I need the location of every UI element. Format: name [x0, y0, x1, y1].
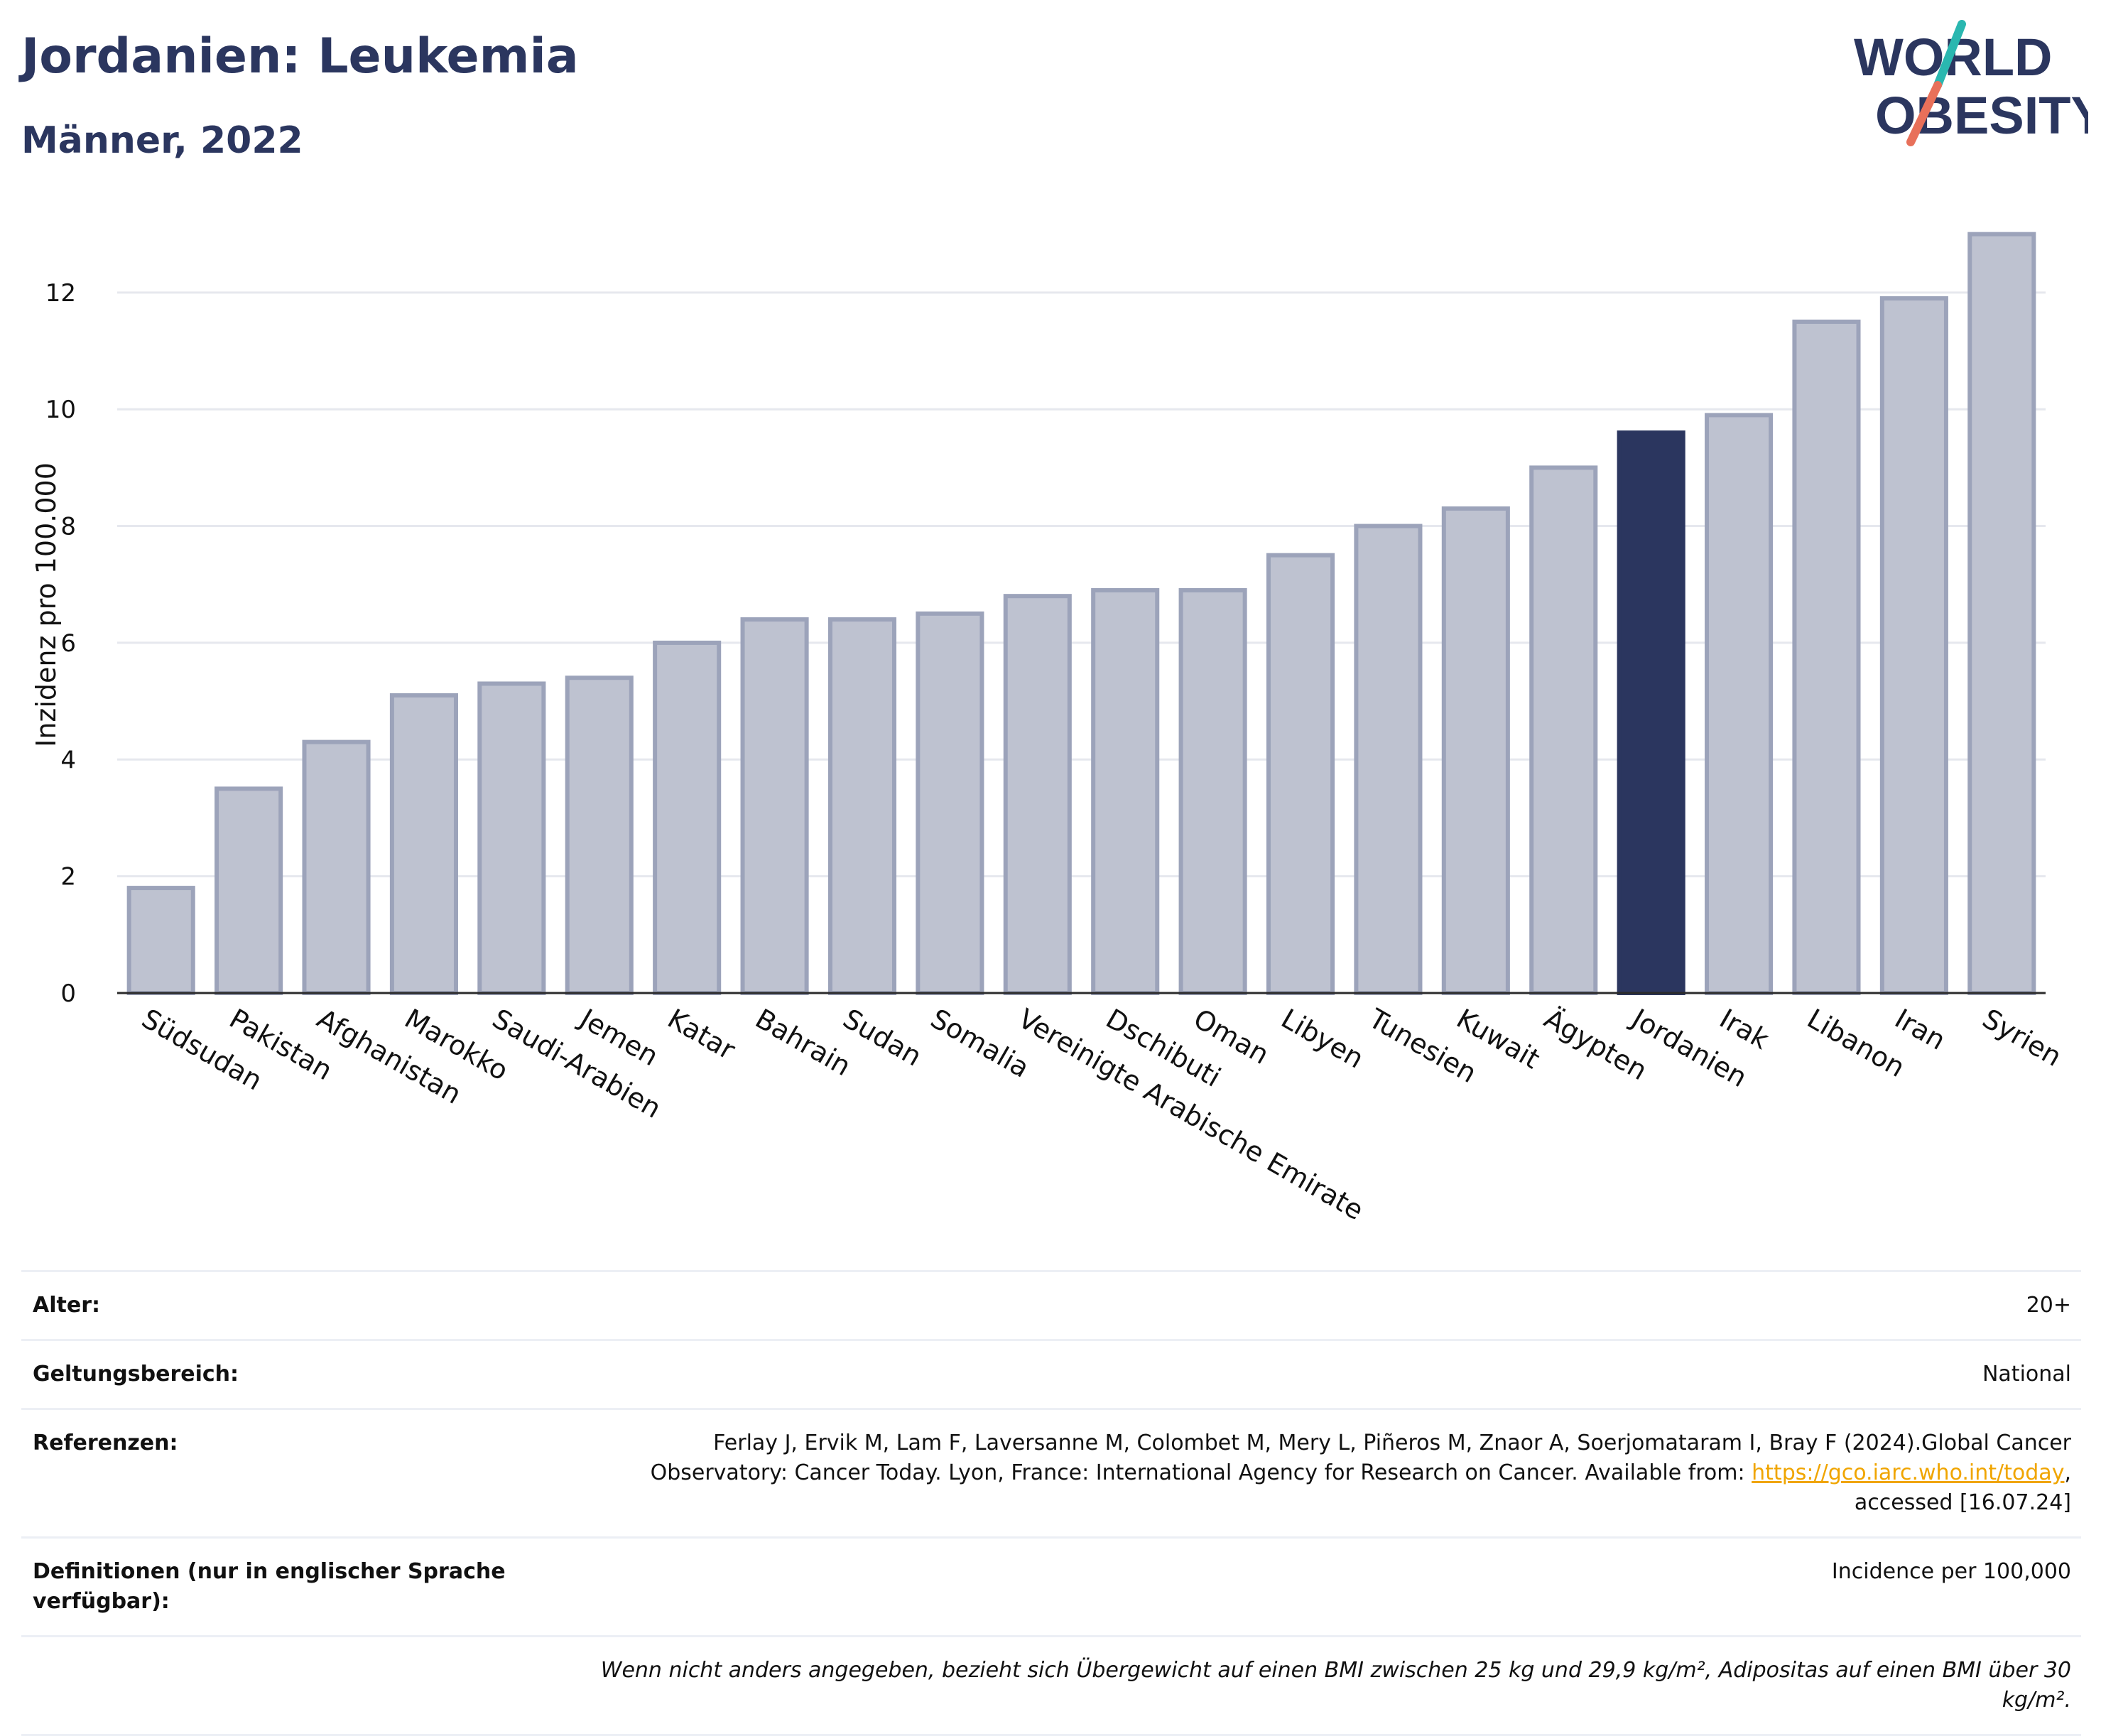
bar-11 [1091, 587, 1160, 995]
bmi-note: Wenn nicht anders angegeben, bezieht sic… [600, 1658, 2071, 1713]
bar-18 [1705, 413, 1774, 995]
bar-19 [1792, 319, 1861, 995]
page-title: Jordanien: Leukemia [21, 28, 579, 85]
definitions-label: Definitionen (nur in englischer Sprache … [33, 1559, 506, 1614]
x-tick-label: Syrien [1977, 1003, 2067, 1073]
y-tick-label: 6 [60, 629, 76, 658]
bar-10 [1003, 594, 1072, 995]
age-label: Alter: [33, 1293, 100, 1318]
logo-slash-bottom [1906, 81, 1942, 146]
bar-12 [1178, 587, 1247, 995]
bar-5 [565, 676, 634, 996]
y-tick-label: 0 [60, 980, 76, 1008]
x-tick-label: Katar [663, 1003, 741, 1066]
bar-17 [1617, 430, 1685, 995]
logo-slash-top [1933, 20, 1966, 89]
y-axis-label: Inzidenz pro 100.000 [31, 462, 62, 747]
bar-14 [1354, 523, 1423, 995]
page-subtitle: Männer, 2022 [21, 119, 303, 162]
bar-13 [1266, 553, 1335, 995]
world-obesity-logo: WORLD OBESITY [1854, 20, 2088, 146]
x-tick-label: Libyen [1276, 1003, 1369, 1075]
bar-7 [740, 617, 809, 995]
bar-16 [1529, 465, 1598, 995]
meta-row-scope: Geltungsbereich: National [21, 1339, 2081, 1408]
bar-6 [653, 640, 722, 995]
x-tick-label: Somalia [925, 1003, 1035, 1084]
y-tick-label: 4 [60, 746, 76, 774]
scope-label: Geltungsbereich: [33, 1362, 239, 1387]
y-tick-label: 2 [60, 863, 76, 891]
x-tick-label: Bahrain [750, 1003, 856, 1083]
scope-value: National [1982, 1362, 2071, 1387]
meta-row-note: Wenn nicht anders angegeben, bezieht sic… [21, 1635, 2081, 1736]
bar-0 [126, 886, 195, 995]
x-tick-label: Libanon [1802, 1003, 1910, 1083]
references-value: Ferlay J, Ervik M, Lam F, Laversanne M, … [580, 1428, 2071, 1518]
meta-row-references: Referenzen: Ferlay J, Ervik M, Lam F, La… [21, 1408, 2081, 1536]
meta-row-definitions: Definitionen (nur in englischer Sprache … [21, 1536, 2081, 1635]
definitions-value: Incidence per 100,000 [1831, 1559, 2071, 1584]
y-tick-label: 8 [60, 513, 76, 541]
bar-8 [827, 617, 897, 995]
bar-20 [1879, 296, 1948, 996]
y-tick-label: 12 [45, 279, 76, 308]
bar-2 [302, 739, 371, 995]
y-tick-label: 10 [45, 396, 76, 424]
bar-1 [215, 786, 283, 995]
references-label: Referenzen: [33, 1431, 178, 1455]
x-tick-label: Iran [1889, 1003, 1950, 1056]
age-value: 20+ [2026, 1293, 2071, 1318]
x-tick-label: Irak [1715, 1003, 1774, 1056]
meta-row-age: Alter: 20+ [21, 1270, 2081, 1339]
references-text: Ferlay J, Ervik M, Lam F, Laversanne M, … [650, 1431, 2071, 1485]
bar-15 [1441, 506, 1510, 995]
bar-3 [389, 693, 458, 995]
bar-9 [916, 611, 984, 995]
metadata-table: Alter: 20+ Geltungsbereich: National Ref… [21, 1270, 2081, 1736]
bar-4 [477, 681, 546, 995]
references-tail: , accessed [16.07.24] [1854, 1460, 2071, 1515]
bar-21 [1967, 232, 2036, 995]
references-link[interactable]: https://gco.iarc.who.int/today [1752, 1460, 2065, 1485]
